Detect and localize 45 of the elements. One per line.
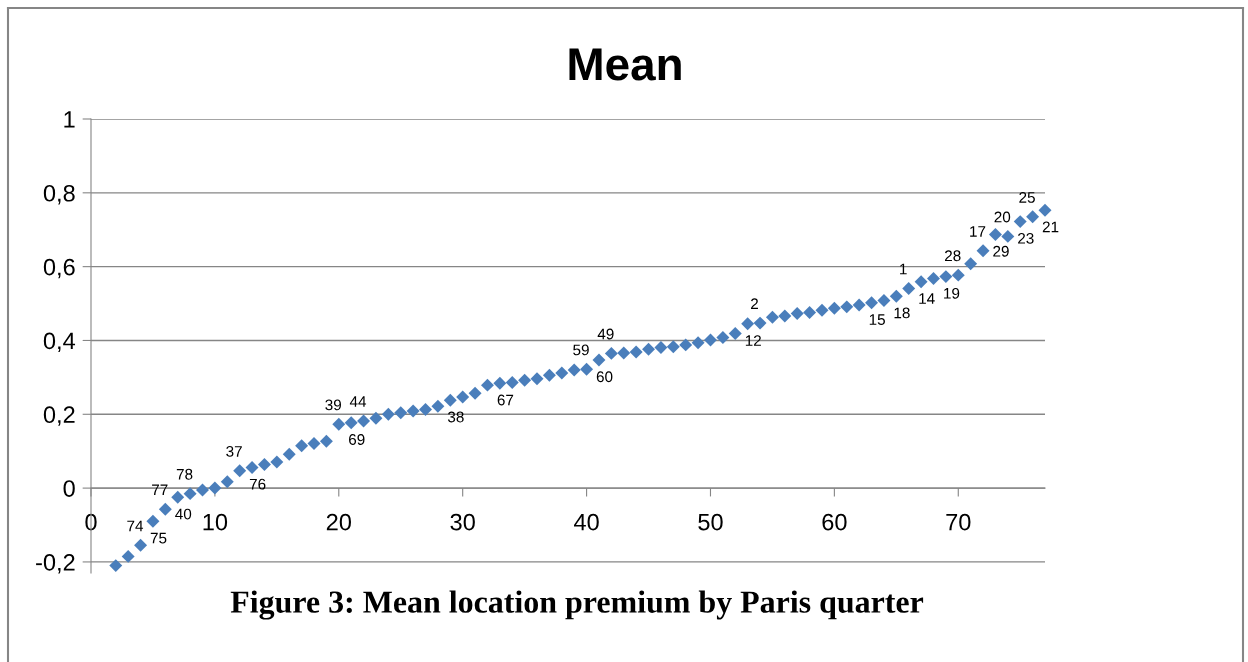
x-tick-label: 50 [698,513,723,531]
annotation: 28 [944,250,961,262]
x-tick-label: 70 [946,513,971,531]
annotation: 18 [894,307,910,319]
y-tick-label: -0,2 [36,553,75,574]
caption: Figure 3: Mean location premium by Paris quarter [230,590,924,620]
x-tick-label: 10 [203,513,228,531]
annotation: 44 [349,396,367,407]
y-tick-label: 0 [63,480,75,497]
x-tick-label: 0 [85,513,97,531]
y-tick-label: 1 [64,111,75,128]
annotation: 75 [150,532,167,544]
annotation: 29 [993,245,1009,257]
annotation: 39 [325,399,342,411]
annotation: 2 [751,298,758,310]
annotation: 67 [497,394,514,406]
y-tick-label: 0,6 [43,258,75,279]
annotation: 12 [745,335,761,346]
annotation: 76 [249,478,266,490]
annotation: 78 [176,468,193,480]
annotation: 69 [349,434,365,445]
chart-title: Mean [569,48,681,81]
annotation: 20 [994,211,1011,223]
annotation: 17 [970,226,986,237]
annotation: 38 [447,411,464,423]
y-tick-label: 0,2 [43,406,75,426]
annotation: 77 [152,484,168,496]
y-tick-label: 0,4 [43,332,76,353]
x-tick-label: 40 [574,513,599,531]
x-tick-label: 20 [326,513,351,531]
x-tick-label: 60 [822,513,847,531]
annotation: 21 [1042,221,1059,233]
annotation: 19 [944,287,960,299]
annotation: 1 [900,263,907,275]
x-tick-label: 30 [450,513,475,531]
annotation: 25 [1019,192,1035,203]
y-tick-label: 0,8 [43,184,75,205]
annotation: 14 [919,293,935,304]
annotation: 37 [226,445,242,457]
annotation: 74 [127,520,144,532]
annotation: 23 [1018,232,1034,244]
annotation: 49 [597,328,614,340]
annotation: 15 [869,314,885,325]
annotation: 60 [596,371,613,383]
annotation: 59 [573,344,589,356]
